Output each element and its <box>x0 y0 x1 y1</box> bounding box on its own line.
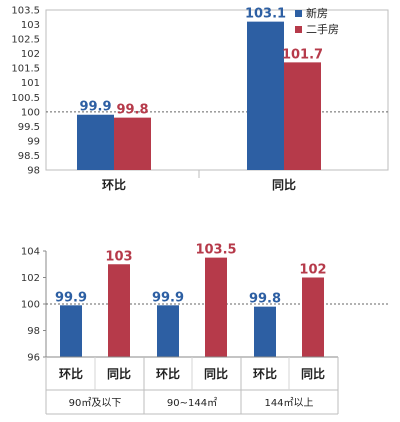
data-label: 99.9 <box>152 290 184 305</box>
y-tick-label: 99.5 <box>18 122 40 133</box>
data-label: 103.1 <box>245 7 286 22</box>
bar-2 <box>157 305 179 357</box>
bar-3 <box>205 257 227 357</box>
y-tick-label: 101 <box>21 78 40 89</box>
y-tick-label: 101.5 <box>11 64 40 75</box>
y-tick-label: 98 <box>27 326 40 337</box>
x-category-label: 同比 <box>272 177 296 192</box>
data-label: 103.5 <box>195 243 236 258</box>
x-category-label: 环比 <box>59 366 83 381</box>
data-label: 102 <box>299 263 326 278</box>
y-tick-label: 99 <box>27 136 40 147</box>
data-label: 103 <box>105 249 132 264</box>
legend-label: 新房 <box>306 6 328 20</box>
legend-label: 二手房 <box>306 22 339 36</box>
x-category-label: 同比 <box>107 366 131 381</box>
plot-area-1 <box>45 9 389 171</box>
y-tick-label: 98 <box>27 166 40 177</box>
group-label: 144㎡以上 <box>264 397 313 409</box>
y-tick-label: 100 <box>21 300 40 311</box>
bar-5 <box>302 277 324 357</box>
group-label: 90㎡及以下 <box>69 397 122 409</box>
x-category-label: 同比 <box>204 366 228 381</box>
bar-0 <box>60 305 82 357</box>
y-tick-label: 102 <box>21 49 40 60</box>
group-label: 90~144㎡ <box>167 397 217 409</box>
data-label: 99.9 <box>55 290 87 305</box>
legend-swatch <box>295 26 302 33</box>
x-category-label: 环比 <box>156 366 180 381</box>
y-tick-label: 102 <box>21 273 40 284</box>
data-label: 99.8 <box>116 103 148 118</box>
bar-4 <box>254 306 276 357</box>
y-tick-label: 103.5 <box>11 6 40 17</box>
y-tick-label: 104 <box>21 247 40 258</box>
x-category-label: 环比 <box>102 177 126 192</box>
x-category-label: 同比 <box>301 366 325 381</box>
y-tick-label: 98.5 <box>18 151 40 162</box>
x-category-label: 环比 <box>253 366 277 381</box>
bar-second-0 <box>114 117 151 170</box>
legend-swatch <box>295 10 302 17</box>
bar-new-1 <box>247 21 284 170</box>
bar-1 <box>108 264 130 357</box>
y-tick-label: 102.5 <box>11 35 40 46</box>
y-tick-label: 103 <box>21 20 40 31</box>
bar-second-1 <box>284 62 321 171</box>
y-tick-label: 96 <box>27 353 40 364</box>
y-tick-label: 100 <box>21 107 40 118</box>
data-label: 101.7 <box>282 47 323 62</box>
data-label: 99.8 <box>249 292 281 307</box>
y-tick-label: 100.5 <box>11 93 40 104</box>
bar-new-0 <box>77 114 114 170</box>
data-label: 99.9 <box>79 100 111 115</box>
